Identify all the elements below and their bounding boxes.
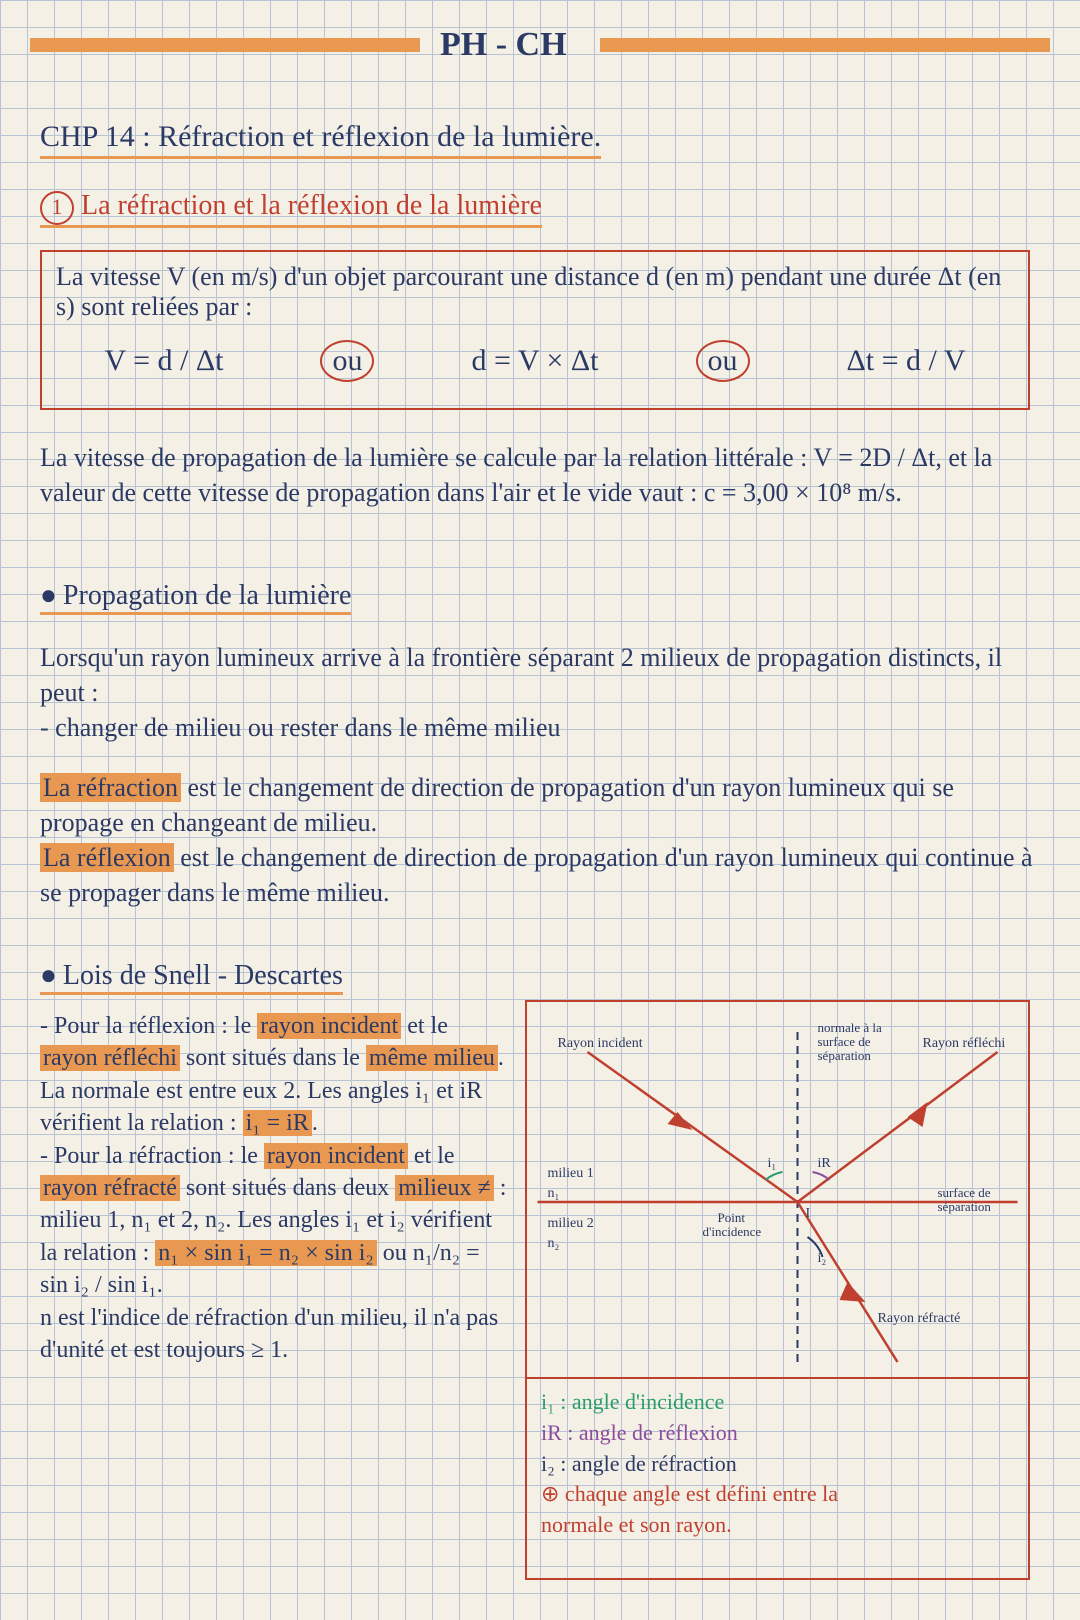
formula-3: Δt = d / V (846, 344, 965, 378)
lbl-refracte: Rayon réfracté (878, 1311, 961, 1326)
subhead-snell: ●Lois de Snell - Descartes (40, 960, 343, 995)
subhead-propagation: ●Propagation de la lumière (40, 580, 351, 615)
formula-box: La vitesse V (en m/s) d'un objet parcour… (40, 250, 1030, 410)
section-number: 1 (40, 191, 74, 225)
lbl-reflechi: Rayon réfléchi (923, 1036, 1006, 1051)
formula-1: V = d / Δt (104, 344, 223, 378)
paragraph-speed: La vitesse de propagation de la lumière … (40, 440, 1040, 510)
ou-2: ou (696, 340, 750, 382)
formula-2: d = V × Δt (471, 344, 598, 378)
refraction-diagram: Rayon incident normale à lasurface desép… (527, 1002, 1028, 1372)
lbl-surface: surface deséparation (938, 1185, 992, 1214)
lbl-iR: iR (818, 1156, 832, 1171)
header-bar-left (30, 38, 420, 52)
ou-1: ou (320, 340, 374, 382)
lbl-milieu2: milieu 2 (548, 1216, 594, 1231)
header-bar-right (600, 38, 1050, 52)
formula-row: V = d / Δt ou d = V × Δt ou Δt = d / V (56, 340, 1014, 382)
lbl-normale: normale à lasurface deséparation (818, 1020, 882, 1063)
paragraph-definitions: La réfraction est le changement de direc… (40, 770, 1040, 910)
formula-intro: La vitesse V (en m/s) d'un objet parcour… (56, 262, 1014, 322)
left-column-laws: - Pour la réflexion : le rayon incident … (40, 1010, 510, 1366)
lbl-i2: i₂ (818, 1251, 827, 1266)
hl-reflexion: La réflexion (40, 843, 174, 872)
lbl-milieu1: milieu 1 (548, 1166, 594, 1181)
lbl-n2: n₂ (548, 1236, 560, 1251)
lbl-I: I (806, 1206, 811, 1221)
section-1-heading: 1 La réfraction et la réflexion de la lu… (40, 190, 542, 228)
diagram-legend: i₁ : angle d'incidence iR : angle de réf… (527, 1379, 1028, 1549)
chapter-title: CHP 14 : Réfraction et réflexion de la l… (40, 120, 601, 159)
notebook-page: PH - CH CHP 14 : Réfraction et réflexion… (0, 0, 1080, 1620)
lbl-incident: Rayon incident (558, 1036, 643, 1051)
lbl-n1: n₁ (548, 1186, 560, 1201)
page-title: PH - CH (440, 26, 567, 64)
hl-refraction: La réfraction (40, 773, 181, 802)
lbl-point: Pointd'incidence (703, 1210, 762, 1239)
diagram-box: Rayon incident normale à lasurface desép… (525, 1000, 1030, 1580)
lbl-i1: i₁ (768, 1156, 777, 1171)
paragraph-propagation: Lorsqu'un rayon lumineux arrive à la fro… (40, 640, 1040, 745)
section-title: La réfraction et la réflexion de la lumi… (81, 190, 542, 221)
